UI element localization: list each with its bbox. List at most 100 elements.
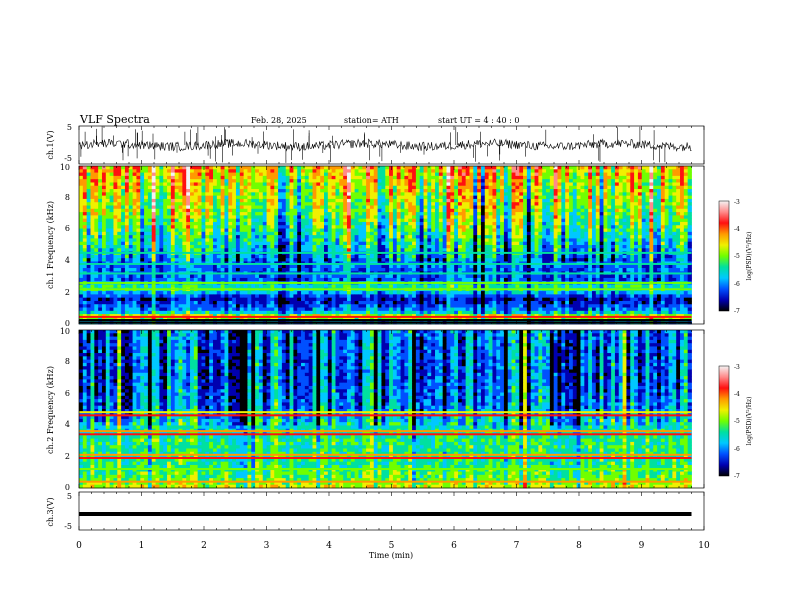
spectrogram-cell bbox=[687, 198, 692, 203]
spectrogram-cell bbox=[664, 192, 669, 197]
spectrogram-cell bbox=[630, 205, 635, 210]
spectrogram-cell bbox=[362, 192, 367, 197]
spectrogram-cell bbox=[569, 221, 574, 226]
spectrogram-cell bbox=[239, 215, 245, 220]
spectrogram-cell bbox=[201, 169, 206, 173]
spectrogram-cell bbox=[645, 248, 650, 252]
spectrogram-cell bbox=[239, 218, 245, 223]
spectrogram-cell bbox=[542, 238, 547, 243]
spectrogram-cell bbox=[289, 202, 294, 206]
spectrogram-cell bbox=[362, 166, 367, 170]
spectrogram-cell bbox=[569, 212, 574, 216]
spectrogram-cell bbox=[308, 254, 313, 259]
spectrogram-cell bbox=[86, 175, 91, 180]
spectrogram-cell bbox=[457, 179, 463, 183]
spectrogram-cell bbox=[301, 172, 306, 177]
spectrogram-cell bbox=[178, 254, 183, 259]
spectrogram-cell bbox=[435, 241, 440, 246]
spectrogram-cell bbox=[316, 228, 321, 233]
spectrogram-cell bbox=[151, 225, 156, 229]
spectrogram-cell bbox=[362, 264, 367, 269]
spectrogram-cell bbox=[503, 175, 509, 180]
spectrogram-cell bbox=[82, 225, 88, 229]
spectrogram-cell bbox=[151, 202, 156, 206]
spectrogram-cell bbox=[569, 235, 574, 239]
spectrogram-cell bbox=[687, 182, 692, 187]
spectrogram-cell bbox=[167, 189, 172, 193]
spectrogram-cell bbox=[488, 225, 493, 229]
spectrogram-cell bbox=[523, 172, 528, 177]
spectrogram-cell bbox=[614, 238, 620, 243]
spectrogram-cell bbox=[569, 185, 574, 190]
spectrogram-cell bbox=[672, 248, 677, 252]
spectrogram-cell bbox=[140, 218, 145, 223]
spectrogram-cell bbox=[672, 195, 677, 200]
spectrogram-cell bbox=[182, 215, 187, 220]
spectrogram-cell bbox=[603, 195, 608, 200]
spectrogram-cell bbox=[591, 238, 597, 243]
spectrogram-cell bbox=[224, 172, 229, 177]
spectrogram-cell bbox=[128, 195, 133, 200]
spectrogram-cell bbox=[354, 182, 359, 187]
spectrogram-cell bbox=[373, 241, 378, 246]
spectrogram-cell bbox=[637, 185, 643, 190]
spectrogram-cell bbox=[186, 254, 191, 259]
spectrogram-cell bbox=[431, 248, 436, 252]
spectrogram-cell bbox=[369, 241, 375, 246]
spectrogram-cell bbox=[469, 235, 474, 239]
spectrogram-cell bbox=[591, 225, 597, 229]
spectrogram-cell bbox=[561, 175, 566, 180]
spectrogram-cell bbox=[507, 212, 512, 216]
spectrogram-cell bbox=[431, 235, 436, 239]
spectrogram-cell bbox=[438, 182, 444, 187]
spectrogram-cell bbox=[381, 235, 386, 239]
spectrogram-cell bbox=[641, 212, 646, 216]
spectrogram-cell bbox=[442, 258, 447, 262]
spectrogram-cell bbox=[392, 238, 398, 243]
spectrogram-cell bbox=[247, 218, 252, 223]
spectrogram-cell bbox=[423, 175, 428, 180]
spectrogram-cell bbox=[603, 225, 608, 229]
spectrogram-cell bbox=[167, 169, 172, 173]
spectrogram-cell bbox=[641, 189, 646, 193]
spectrogram-cell bbox=[630, 175, 635, 180]
spectrogram-cell bbox=[201, 241, 206, 246]
spectrogram-cell bbox=[435, 179, 440, 183]
spectrogram-cell bbox=[339, 228, 344, 233]
spectrogram-cell bbox=[205, 215, 210, 220]
spectrogram-cell bbox=[595, 208, 601, 213]
spectrogram-cell bbox=[366, 248, 371, 252]
spectrogram-cell bbox=[320, 241, 325, 246]
spectrogram-cell bbox=[653, 245, 658, 249]
spectrogram-cell bbox=[580, 254, 585, 259]
spectrogram-cell bbox=[591, 231, 597, 236]
spectrogram-cell bbox=[228, 166, 233, 170]
spectrogram-cell bbox=[243, 228, 248, 233]
spectrogram-cell bbox=[235, 182, 241, 187]
spectrogram-cell bbox=[285, 245, 290, 249]
spectrogram-cell bbox=[346, 169, 352, 173]
spectrogram-cell bbox=[140, 238, 145, 243]
spectrogram-cell bbox=[224, 248, 229, 252]
spectrogram-cell bbox=[457, 238, 463, 243]
spectrogram-cell bbox=[603, 185, 608, 190]
spectrogram-cell bbox=[113, 195, 118, 200]
spectrogram-cell bbox=[637, 238, 643, 243]
spectrogram-cell bbox=[546, 208, 551, 213]
spectrogram-cell bbox=[461, 166, 467, 170]
spectrogram-cell bbox=[400, 225, 405, 229]
spectrogram-cell bbox=[457, 228, 463, 233]
spectrogram-cell bbox=[603, 254, 608, 259]
spectrogram-cell bbox=[136, 189, 141, 193]
spectrogram-cell bbox=[419, 172, 424, 177]
spectrogram-cell bbox=[220, 228, 225, 233]
spectrogram-cell bbox=[205, 235, 210, 239]
spectrogram-cell bbox=[327, 248, 333, 252]
spectrogram-cell bbox=[553, 172, 558, 177]
spectrogram-cell bbox=[354, 258, 359, 262]
spectrogram-cell bbox=[278, 215, 283, 220]
spectrogram-cell bbox=[343, 228, 348, 233]
spectrogram-cell bbox=[622, 225, 627, 229]
spectrogram-cell bbox=[251, 166, 256, 170]
spectrogram-cell bbox=[415, 189, 421, 193]
